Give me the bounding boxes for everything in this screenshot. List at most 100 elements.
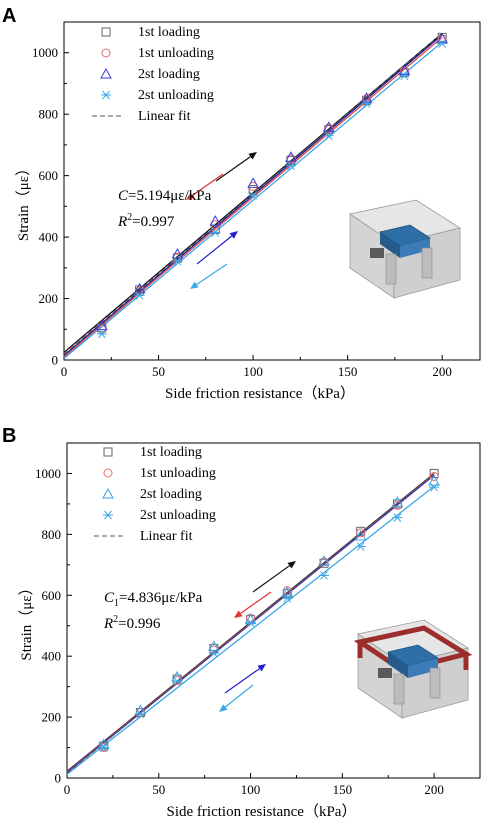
data-point bbox=[399, 71, 410, 81]
legend-label: 2st unloading bbox=[140, 508, 216, 523]
data-point bbox=[133, 282, 146, 294]
direction-arrow-3 bbox=[224, 668, 260, 694]
data-point bbox=[324, 123, 334, 133]
data-point bbox=[285, 151, 297, 162]
legend-marker bbox=[101, 90, 111, 100]
legend-marker bbox=[101, 48, 111, 58]
sensor-model-inset bbox=[349, 199, 462, 299]
series-4 bbox=[96, 39, 448, 339]
data-point bbox=[323, 131, 334, 141]
direction-arrowhead-4 bbox=[190, 281, 199, 289]
direction-arrow-4 bbox=[224, 684, 254, 708]
data-point bbox=[282, 593, 293, 603]
data-point bbox=[248, 191, 259, 200]
fit-annotation: C=5.194με/kPa R2=0.997 bbox=[117, 188, 212, 230]
data-point bbox=[96, 329, 107, 339]
data-point bbox=[247, 177, 259, 188]
x-tick-label: 50 bbox=[152, 782, 165, 797]
data-point bbox=[209, 215, 222, 226]
series-4 bbox=[98, 482, 440, 752]
legend-marker bbox=[103, 447, 113, 457]
sensor-core-side bbox=[408, 658, 438, 678]
legend-label: Linear fit bbox=[138, 109, 191, 124]
y-tick-label: 0 bbox=[55, 771, 62, 786]
fit-annotation: C1=4.836με/kPa R2=0.996 bbox=[103, 590, 203, 632]
chart-panel-b: B 0 50 100 150 200 0 200 400 600 800 1000 Side frict… bbox=[2, 425, 481, 820]
y-tick-label: 400 bbox=[39, 230, 59, 245]
direction-arrowhead-2 bbox=[186, 192, 195, 200]
y-tick-label: 0 bbox=[52, 353, 59, 368]
data-point bbox=[318, 571, 329, 580]
data-point bbox=[248, 184, 258, 194]
data-point bbox=[171, 247, 184, 259]
x-tick-label: 0 bbox=[61, 364, 68, 379]
x-tick-label: 150 bbox=[338, 364, 358, 379]
sensor-cylinder bbox=[378, 668, 392, 678]
data-point bbox=[429, 468, 439, 478]
direction-arrowhead-2 bbox=[234, 610, 243, 618]
x-tick-label: 150 bbox=[333, 782, 353, 797]
fit-line-1 bbox=[63, 32, 443, 353]
plot-frame bbox=[66, 442, 481, 779]
data-point bbox=[95, 319, 108, 331]
data-point bbox=[398, 64, 411, 76]
data-point bbox=[429, 482, 440, 492]
data-point bbox=[429, 472, 439, 481]
direction-arrow-1 bbox=[252, 565, 290, 593]
legend-label: 1st loading bbox=[140, 445, 202, 460]
data-point bbox=[210, 228, 221, 237]
direction-arrow-3 bbox=[196, 235, 233, 265]
direction-arrowhead-3 bbox=[257, 664, 266, 672]
data-point bbox=[360, 92, 373, 103]
r-squared-label: R2=0.997 bbox=[117, 212, 175, 230]
data-point bbox=[281, 586, 294, 597]
legend-label: 2st loading bbox=[140, 487, 202, 502]
plot-frame bbox=[63, 21, 481, 361]
series-3 bbox=[95, 32, 449, 331]
fit-line-4 bbox=[63, 41, 443, 359]
data-point bbox=[355, 542, 366, 551]
direction-arrow-2 bbox=[192, 173, 224, 196]
legend-label: 1st loading bbox=[138, 25, 200, 40]
data-point bbox=[354, 529, 367, 541]
fit-line-3 bbox=[63, 36, 443, 358]
x-tick-label: 100 bbox=[243, 364, 263, 379]
direction-arrowhead-4 bbox=[219, 704, 228, 712]
data-point bbox=[391, 496, 404, 507]
y-tick-label: 400 bbox=[42, 649, 62, 664]
legend-marker bbox=[102, 487, 114, 499]
y-tick-label: 200 bbox=[42, 710, 62, 725]
x-axis-title: Side friction resistance（kPa） bbox=[167, 803, 357, 820]
coefficient-label: C1=4.836με/kPa bbox=[104, 590, 203, 609]
y-tick-label: 1000 bbox=[32, 45, 58, 60]
y-tick-label: 800 bbox=[42, 527, 62, 542]
data-point bbox=[98, 743, 109, 752]
legend-label: 1st unloading bbox=[140, 466, 216, 481]
chart-panel-a: A 0 50 100 150 200 0 200 400 600 800 1000 Side frict… bbox=[2, 5, 481, 402]
legend-label: 2st loading bbox=[138, 67, 200, 82]
y-axis-title: Strain（με） bbox=[18, 580, 35, 660]
r-squared-label: R2=0.996 bbox=[103, 614, 161, 632]
sensor-model-inset-frame bbox=[353, 619, 473, 719]
y-tick-label: 200 bbox=[39, 291, 59, 306]
data-point bbox=[172, 676, 183, 686]
direction-arrowhead-3 bbox=[229, 231, 238, 239]
sensor-core-side bbox=[400, 238, 430, 258]
sensor-leg bbox=[385, 253, 397, 285]
sensor-leg bbox=[429, 667, 441, 699]
data-point bbox=[319, 557, 329, 567]
direction-arrowhead-1 bbox=[287, 561, 296, 569]
data-point bbox=[361, 99, 372, 108]
data-point bbox=[207, 640, 220, 651]
legend-label: Linear fit bbox=[140, 529, 193, 544]
data-point bbox=[135, 709, 146, 719]
y-tick-label: 1000 bbox=[35, 466, 61, 481]
x-tick-label: 200 bbox=[432, 364, 452, 379]
data-point bbox=[172, 256, 183, 266]
data-point bbox=[392, 513, 403, 522]
direction-arrow-1 bbox=[215, 156, 251, 182]
sensor-leg bbox=[393, 673, 405, 705]
data-point bbox=[285, 161, 296, 171]
sensor-cylinder bbox=[370, 248, 384, 258]
